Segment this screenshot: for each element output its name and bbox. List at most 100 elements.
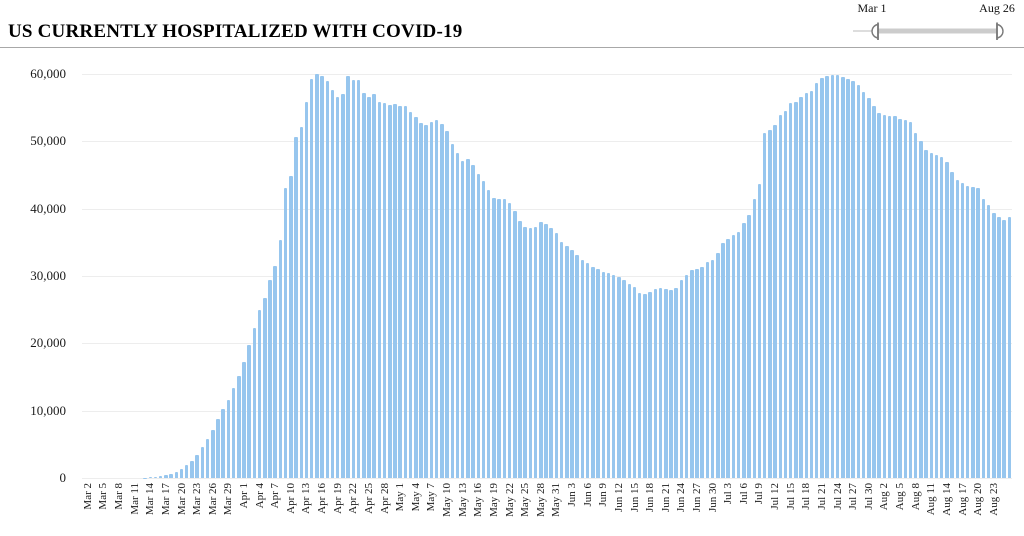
bar-mar-21[interactable] (184, 465, 189, 478)
bar-jul-17[interactable] (799, 96, 803, 478)
bar-may-30[interactable] (549, 228, 553, 478)
bar-mar-27[interactable] (216, 418, 220, 478)
bar-apr-21[interactable] (346, 76, 350, 478)
bar-mar-14[interactable] (148, 477, 153, 478)
slider-handle-right-icon[interactable] (996, 22, 1004, 41)
bar-aug-6[interactable] (903, 120, 907, 478)
bar-apr-28[interactable] (382, 102, 387, 478)
slider-track-selected[interactable] (878, 28, 997, 34)
bar-jul-16[interactable] (794, 101, 798, 478)
bar-may-13[interactable] (460, 160, 465, 478)
bar-may-23[interactable] (513, 211, 517, 478)
bar-aug-9[interactable] (919, 141, 923, 478)
bar-jun-7[interactable] (591, 266, 595, 478)
bar-jun-6[interactable] (585, 263, 590, 478)
bar-mar-30[interactable] (231, 387, 236, 478)
bar-mar-26[interactable] (211, 429, 215, 478)
bar-aug-1[interactable] (877, 113, 881, 478)
bar-aug-5[interactable] (898, 119, 902, 478)
bar-jul-11[interactable] (768, 129, 772, 478)
bar-may-19[interactable] (492, 197, 496, 478)
bar-aug-3[interactable] (887, 115, 892, 478)
bar-jun-12[interactable] (617, 276, 621, 478)
bar-apr-25[interactable] (367, 96, 371, 478)
bar-jun-19[interactable] (653, 289, 658, 478)
bar-may-6[interactable] (424, 124, 428, 478)
bar-may-7[interactable] (429, 122, 434, 478)
bar-may-31[interactable] (554, 232, 559, 478)
bar-mar-29[interactable] (226, 399, 231, 478)
bar-jul-1[interactable] (716, 253, 720, 478)
bar-jul-25[interactable] (841, 76, 845, 478)
bar-may-21[interactable] (502, 198, 507, 478)
bar-mar-22[interactable] (190, 461, 194, 478)
bar-may-4[interactable] (414, 117, 418, 478)
bar-apr-14[interactable] (309, 79, 314, 478)
bar-apr-16[interactable] (320, 76, 324, 478)
bar-may-26[interactable] (528, 227, 533, 478)
bar-jun-14[interactable] (627, 284, 632, 478)
bar-may-12[interactable] (455, 152, 460, 478)
bar-aug-24[interactable] (997, 217, 1001, 478)
bar-jul-30[interactable] (867, 98, 871, 478)
bar-apr-2[interactable] (247, 344, 251, 478)
bar-jun-24[interactable] (679, 280, 684, 478)
bar-jul-5[interactable] (736, 231, 741, 478)
bar-may-20[interactable] (497, 199, 501, 478)
bar-apr-15[interactable] (315, 74, 319, 478)
bar-jul-27[interactable] (851, 81, 855, 478)
bar-jun-2[interactable] (565, 246, 569, 478)
slider-handle-left-icon[interactable] (871, 22, 879, 41)
bar-aug-20[interactable] (976, 188, 980, 478)
bar-aug-26[interactable] (1007, 216, 1012, 478)
bar-may-27[interactable] (533, 226, 538, 478)
bar-jun-5[interactable] (580, 259, 585, 478)
bar-jul-12[interactable] (773, 124, 777, 478)
bar-apr-18[interactable] (330, 90, 335, 478)
bar-may-5[interactable] (419, 123, 423, 478)
bar-aug-21[interactable] (981, 198, 986, 478)
bar-jun-23[interactable] (674, 288, 678, 478)
bar-jul-18[interactable] (804, 92, 809, 478)
bar-jun-27[interactable] (695, 268, 699, 478)
bar-may-28[interactable] (539, 222, 543, 478)
bar-jul-13[interactable] (778, 115, 783, 478)
bar-aug-17[interactable] (960, 183, 965, 478)
bar-apr-30[interactable] (393, 103, 397, 478)
bar-jun-25[interactable] (684, 274, 689, 478)
bar-may-1[interactable] (398, 105, 402, 478)
bar-apr-24[interactable] (362, 92, 366, 478)
bar-may-2[interactable] (403, 106, 408, 478)
bar-may-22[interactable] (507, 203, 512, 478)
bar-apr-4[interactable] (257, 309, 262, 478)
bar-aug-19[interactable] (971, 187, 975, 478)
bar-apr-3[interactable] (252, 327, 257, 478)
bar-mar-17[interactable] (164, 475, 168, 478)
bar-aug-13[interactable] (939, 156, 944, 478)
bar-aug-2[interactable] (882, 115, 887, 478)
bar-jun-22[interactable] (669, 290, 673, 478)
bar-mar-28[interactable] (221, 409, 225, 478)
bar-jul-24[interactable] (835, 74, 840, 478)
bar-mar-23[interactable] (195, 455, 199, 478)
bar-apr-22[interactable] (351, 80, 356, 478)
bar-apr-7[interactable] (273, 265, 277, 478)
bar-jun-8[interactable] (596, 269, 600, 478)
bar-may-14[interactable] (466, 158, 470, 478)
bar-may-25[interactable] (523, 226, 527, 478)
bar-apr-6[interactable] (268, 280, 272, 478)
bar-jul-7[interactable] (747, 215, 751, 478)
bar-jun-28[interactable] (700, 266, 704, 478)
bar-may-11[interactable] (450, 144, 455, 478)
bar-apr-11[interactable] (294, 137, 298, 478)
bar-jul-2[interactable] (721, 243, 725, 478)
bar-mar-24[interactable] (200, 447, 205, 478)
bar-may-17[interactable] (481, 181, 486, 478)
bar-apr-27[interactable] (377, 101, 382, 478)
bar-aug-12[interactable] (934, 154, 939, 478)
bar-jun-16[interactable] (637, 292, 642, 478)
bar-jul-9[interactable] (757, 184, 762, 478)
bar-jun-1[interactable] (559, 241, 564, 478)
bar-jun-3[interactable] (570, 249, 574, 478)
bar-aug-18[interactable] (965, 185, 970, 478)
